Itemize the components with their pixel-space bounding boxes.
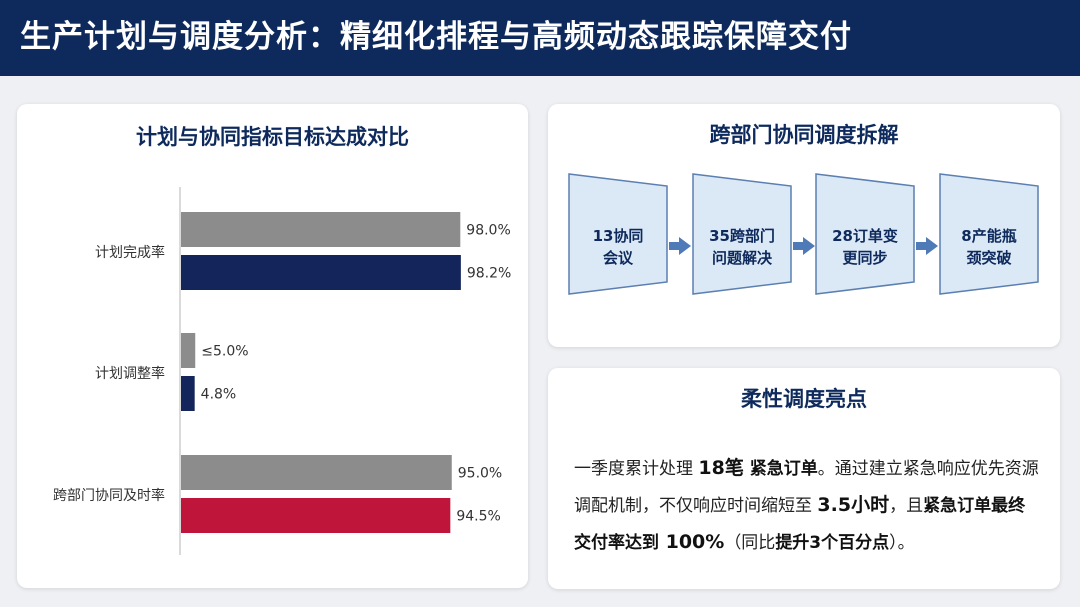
target-bar: [181, 455, 452, 490]
target-bar: [181, 212, 461, 247]
category-label: 计划调整率: [95, 365, 165, 382]
bar-chart: 计划完成率 98.0% 98.2% 计划调整率 ≤5.0% 4.8% 跨部门协同及时率 95.…: [53, 187, 511, 555]
flow-step-shape: [692, 173, 792, 295]
hl-seg-1: 一季度累计处理: [574, 459, 699, 479]
data-label: ≤5.0%: [201, 344, 248, 360]
hl-urgent-count: 18笔: [698, 457, 744, 479]
chart-card: 计划与协同指标目标达成对比 计划完成率 98.0% 98.2% 计划调整率 ≤5.0% 4…: [17, 104, 528, 588]
target-bar: [181, 333, 196, 368]
flow-step-shape: [939, 173, 1039, 295]
data-label: 98.0%: [466, 223, 510, 239]
flow-step-line2: 问题解决: [712, 249, 773, 267]
category-label: 计划完成率: [95, 244, 165, 261]
highlights-card: 柔性调度亮点 一季度累计处理 18笔 紧急订单。通过建立紧急响应优先资源调配机制…: [548, 368, 1060, 589]
highlights-title: 柔性调度亮点: [741, 387, 867, 411]
hl-seg-3: ，且: [889, 496, 924, 516]
data-label: 95.0%: [458, 466, 502, 482]
actual-bar: [181, 498, 451, 533]
flow-step-shape: [815, 173, 915, 295]
flow-step-shape: [568, 173, 668, 295]
page-title: 生产计划与调度分析：精细化排程与高频动态跟踪保障交付: [20, 19, 852, 55]
highlights-paragraph: 一季度累计处理 18笔 紧急订单。通过建立紧急响应优先资源调配机制，不仅响应时间…: [574, 450, 1040, 561]
hl-improvement: 提升3个百分点: [775, 533, 890, 553]
hl-seg-5: ）。: [889, 533, 915, 553]
flow-card: 跨部门协同调度拆解 13协同会议 35跨部门问题解决 28订单变更同步 8产能瓶颈突破: [548, 104, 1060, 347]
flow-arrow-icon: [793, 237, 815, 255]
actual-bar: [181, 376, 195, 411]
flow-step-line1: 28订单变: [832, 227, 898, 245]
flow-step-line1: 8产能瓶: [961, 227, 1016, 245]
flow-step-line2: 更同步: [842, 249, 887, 267]
flow-arrow-icon: [916, 237, 938, 255]
data-label: 98.2%: [467, 266, 511, 282]
actual-bar: [181, 255, 461, 290]
hl-seg-4: （同比: [724, 533, 776, 553]
flow-step-line1: 13协同: [593, 227, 644, 245]
flow-arrow-icon: [669, 237, 691, 255]
hl-delivery-rate: 100%: [659, 531, 725, 553]
hl-seg-2: 。通过建立紧急响应优先资源调配机制，不仅响应时间缩短至: [574, 459, 1039, 516]
header-bar: 生产计划与调度分析：精细化排程与高频动态跟踪保障交付: [0, 0, 1080, 76]
hl-urgent-label: 紧急订单: [743, 459, 818, 479]
data-label: 94.5%: [456, 509, 500, 525]
flow-step-line2: 会议: [603, 249, 634, 267]
flow-step-line2: 颈突破: [965, 249, 1011, 267]
hl-delivery-label: 紧急订单最终交付率达到: [574, 496, 1026, 553]
hl-response-time: 3.5小时: [817, 494, 890, 516]
category-label: 跨部门协同及时率: [53, 487, 165, 504]
data-label: 4.8%: [201, 387, 237, 403]
chart-title: 计划与协同指标目标达成对比: [136, 125, 409, 149]
flow-step-line1: 35跨部门: [709, 227, 775, 245]
flow-title: 跨部门协同调度拆解: [709, 123, 899, 147]
